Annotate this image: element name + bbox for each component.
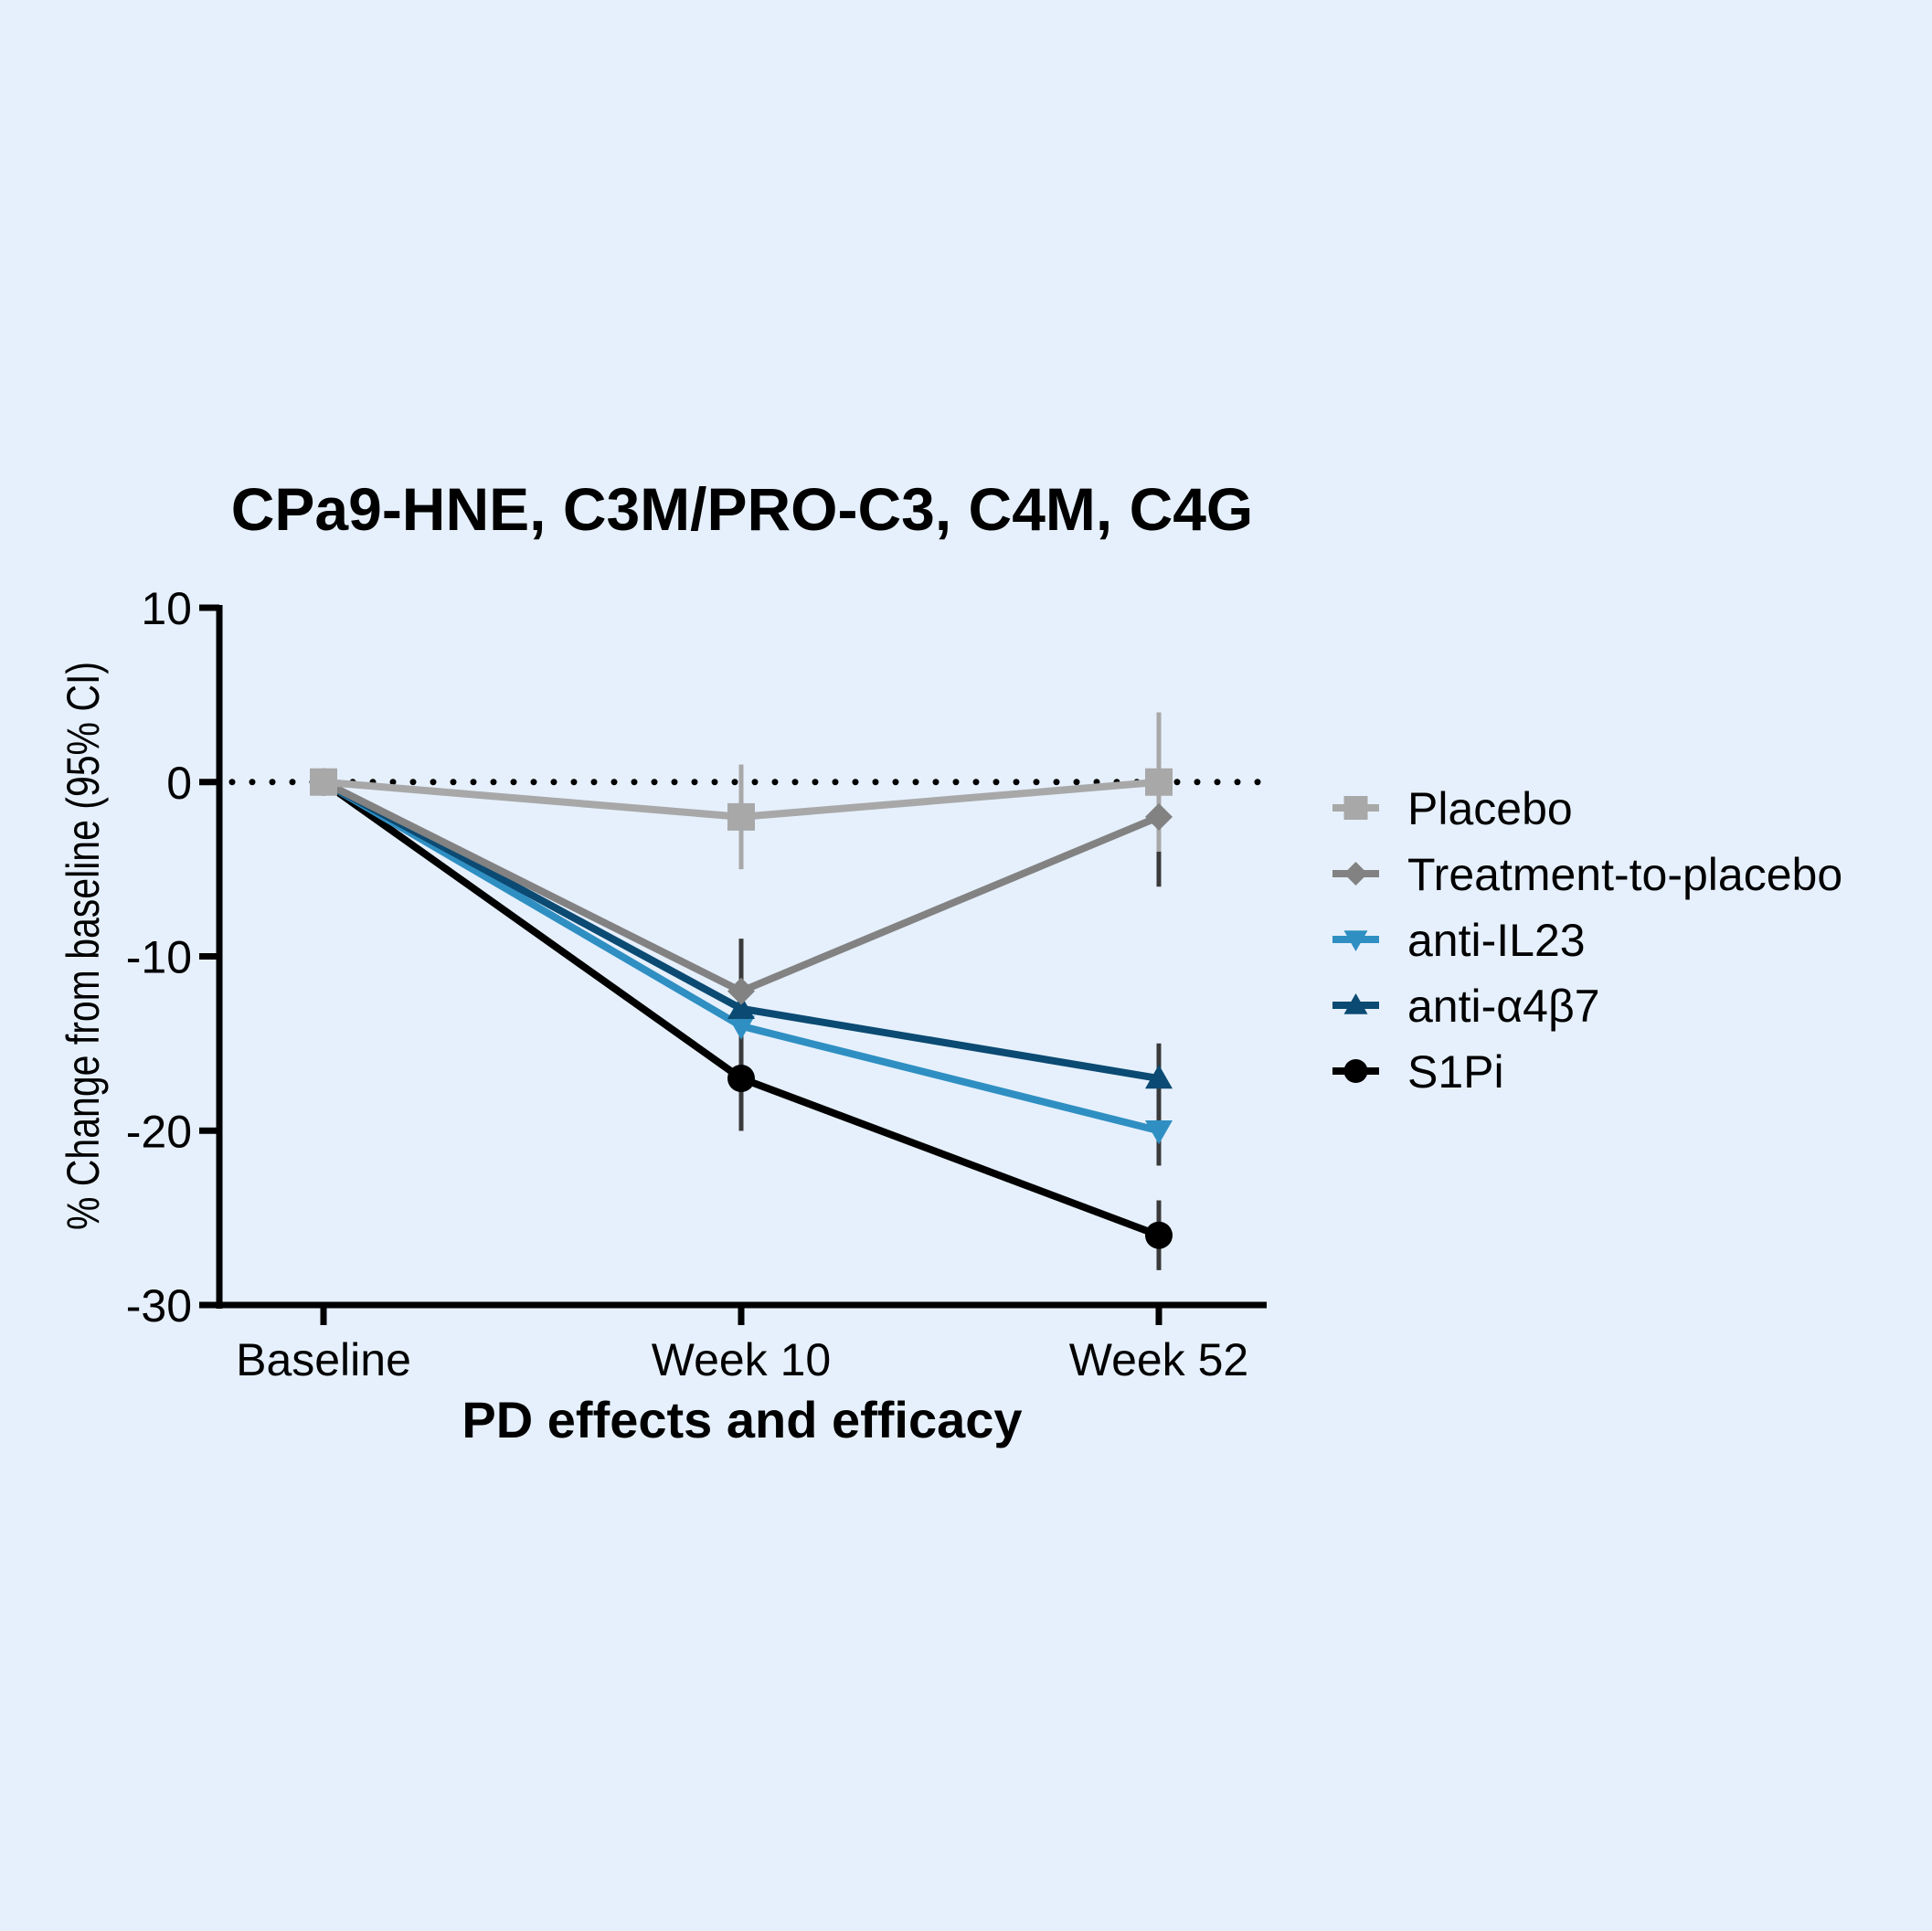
data-point [1145, 1120, 1173, 1145]
legend-marker-circle-icon [1343, 1059, 1368, 1083]
legend-item: Placebo [1332, 783, 1573, 834]
legend-item: anti-α4β7 [1332, 981, 1600, 1032]
y-tick-label: -20 [126, 1106, 192, 1157]
legend-label: S1Pi [1407, 1046, 1504, 1098]
x-tick-label: Week 52 [1069, 1334, 1248, 1385]
data-point [1145, 768, 1173, 796]
y-tick-label: -30 [126, 1280, 192, 1332]
data-point [1145, 802, 1173, 831]
x-tick-label: Week 10 [652, 1334, 831, 1385]
chart-title: CPa9-HNE, C3M/PRO-C3, C4M, C4G [231, 475, 1254, 543]
x-tick-label: Baseline [236, 1334, 411, 1385]
y-tick-label: 10 [141, 583, 192, 634]
legend-marker-diamond-icon [1343, 862, 1368, 886]
x-axis-label: PD effects and efficacy [462, 1391, 1022, 1448]
data-point [727, 1015, 755, 1040]
legend-marker-triangle-down-icon [1343, 930, 1368, 951]
y-tick-label: -10 [126, 932, 192, 983]
data-point [310, 768, 337, 796]
legend-item: anti-IL23 [1332, 915, 1586, 966]
data-point [1145, 1065, 1173, 1089]
legend-marker-square-icon [1343, 796, 1368, 820]
y-axis-label: % Change from baseline (95% CI) [58, 662, 109, 1230]
legend-item: Treatment-to-placebo [1332, 849, 1842, 900]
legend-label: anti-IL23 [1407, 915, 1586, 966]
legend-marker-triangle-up-icon [1343, 993, 1368, 1014]
legend-label: Treatment-to-placebo [1407, 849, 1842, 900]
data-point [727, 977, 755, 1005]
legend-label: Placebo [1407, 783, 1573, 834]
legend-item: S1Pi [1332, 1046, 1504, 1098]
y-tick-label: 0 [166, 758, 192, 809]
data-point [727, 1065, 755, 1093]
legend-label: anti-α4β7 [1407, 981, 1600, 1032]
series-markers [310, 768, 1173, 1249]
data-point [1145, 1221, 1173, 1249]
data-point [727, 994, 755, 1019]
axes: 10 0 -10 -20 -30 Baseline Week 10 Week 52 [126, 583, 1267, 1385]
legend: Placebo Treatment-to-placebo anti-IL23 anti… [1332, 783, 1842, 1098]
data-point [727, 802, 755, 831]
